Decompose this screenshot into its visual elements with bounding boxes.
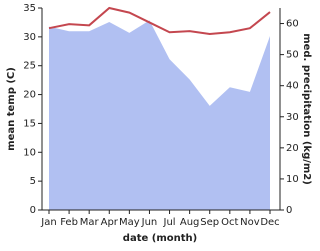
x-tick-label: Apr — [101, 217, 119, 228]
chart: date (month) mean temp (C) med. precipit… — [6, 3, 312, 244]
x-tick-label: Jul — [163, 217, 176, 228]
x-tick-label: Oct — [221, 217, 238, 228]
x-tick-label: Jan — [40, 217, 56, 228]
y-tick-label: 0 — [30, 205, 36, 216]
x-tick-label: May — [119, 217, 140, 228]
y2-tick-label: 30 — [286, 112, 299, 123]
y2-tick-label: 50 — [286, 50, 299, 61]
x-tick-label: Sep — [200, 217, 219, 228]
y2-tick-label: 10 — [286, 174, 299, 185]
y2-tick-label: 60 — [286, 19, 299, 30]
y-tick-label: 5 — [30, 176, 36, 187]
x-tick-label: Dec — [260, 217, 279, 228]
x-tick-label: Feb — [60, 217, 78, 228]
x-tick-label: Mar — [80, 217, 100, 228]
precip-area — [49, 20, 270, 210]
y-tick-label: 25 — [23, 61, 36, 72]
y2-tick-label: 20 — [286, 143, 299, 154]
y2-tick-label: 0 — [286, 205, 292, 216]
x-tick-label: Jun — [141, 217, 158, 228]
temp-line — [48, 6, 271, 35]
y2-axis-label: med. precipitation (kg/m2) — [301, 33, 312, 185]
y-tick-label: 15 — [23, 118, 36, 129]
x-tick-label: Aug — [180, 217, 200, 228]
y-tick-label: 10 — [23, 147, 36, 158]
y-tick-label: 30 — [23, 32, 36, 43]
x-tick-label: Nov — [240, 217, 260, 228]
y-tick-label: 20 — [23, 90, 36, 101]
y2-tick-label: 40 — [286, 81, 299, 92]
y-tick-label: 35 — [23, 3, 36, 14]
x-axis-label: date (month) — [123, 233, 197, 244]
y-axis-label: mean temp (C) — [6, 67, 17, 151]
